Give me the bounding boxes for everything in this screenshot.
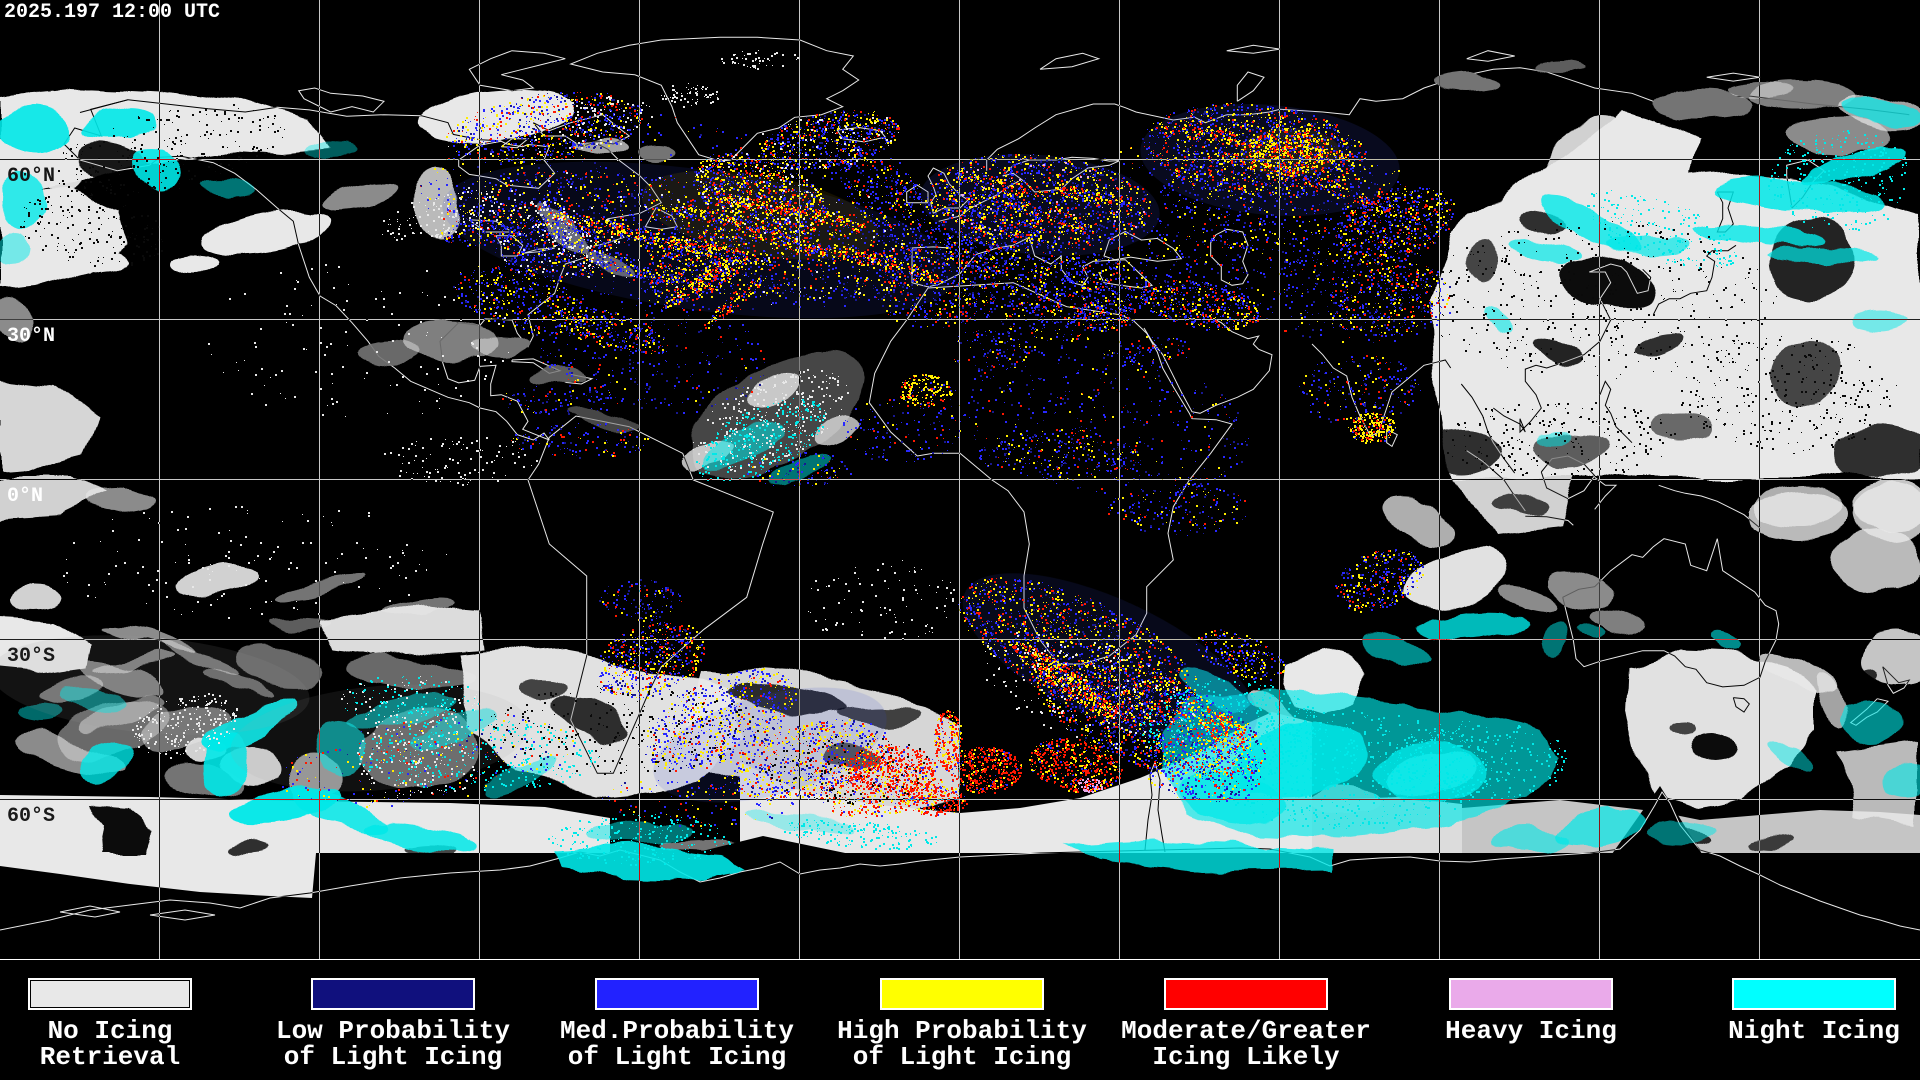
svg-text:60°S: 60°S	[7, 805, 55, 828]
svg-text:Low Probability: Low Probability	[276, 1016, 510, 1046]
svg-text:No Icing: No Icing	[48, 1016, 173, 1046]
svg-text:60°N: 60°N	[7, 165, 55, 188]
svg-text:30°S: 30°S	[7, 645, 55, 668]
svg-text:of Light Icing: of Light Icing	[568, 1042, 786, 1072]
svg-text:0°N: 0°N	[7, 485, 43, 508]
svg-text:2025.197 12:00 UTC: 2025.197 12:00 UTC	[4, 1, 220, 24]
svg-text:Icing Likely: Icing Likely	[1152, 1042, 1340, 1072]
svg-text:Med.Probability: Med.Probability	[560, 1016, 794, 1046]
svg-text:of Light Icing: of Light Icing	[853, 1042, 1071, 1072]
svg-text:Retrieval: Retrieval	[40, 1042, 180, 1072]
svg-text:30°N: 30°N	[7, 325, 55, 348]
svg-text:Heavy Icing: Heavy Icing	[1445, 1016, 1617, 1046]
svg-text:of Light Icing: of Light Icing	[284, 1042, 502, 1072]
svg-text:High Probability: High Probability	[837, 1016, 1087, 1046]
svg-text:Night Icing: Night Icing	[1728, 1016, 1900, 1046]
svg-text:Moderate/Greater: Moderate/Greater	[1121, 1016, 1371, 1046]
